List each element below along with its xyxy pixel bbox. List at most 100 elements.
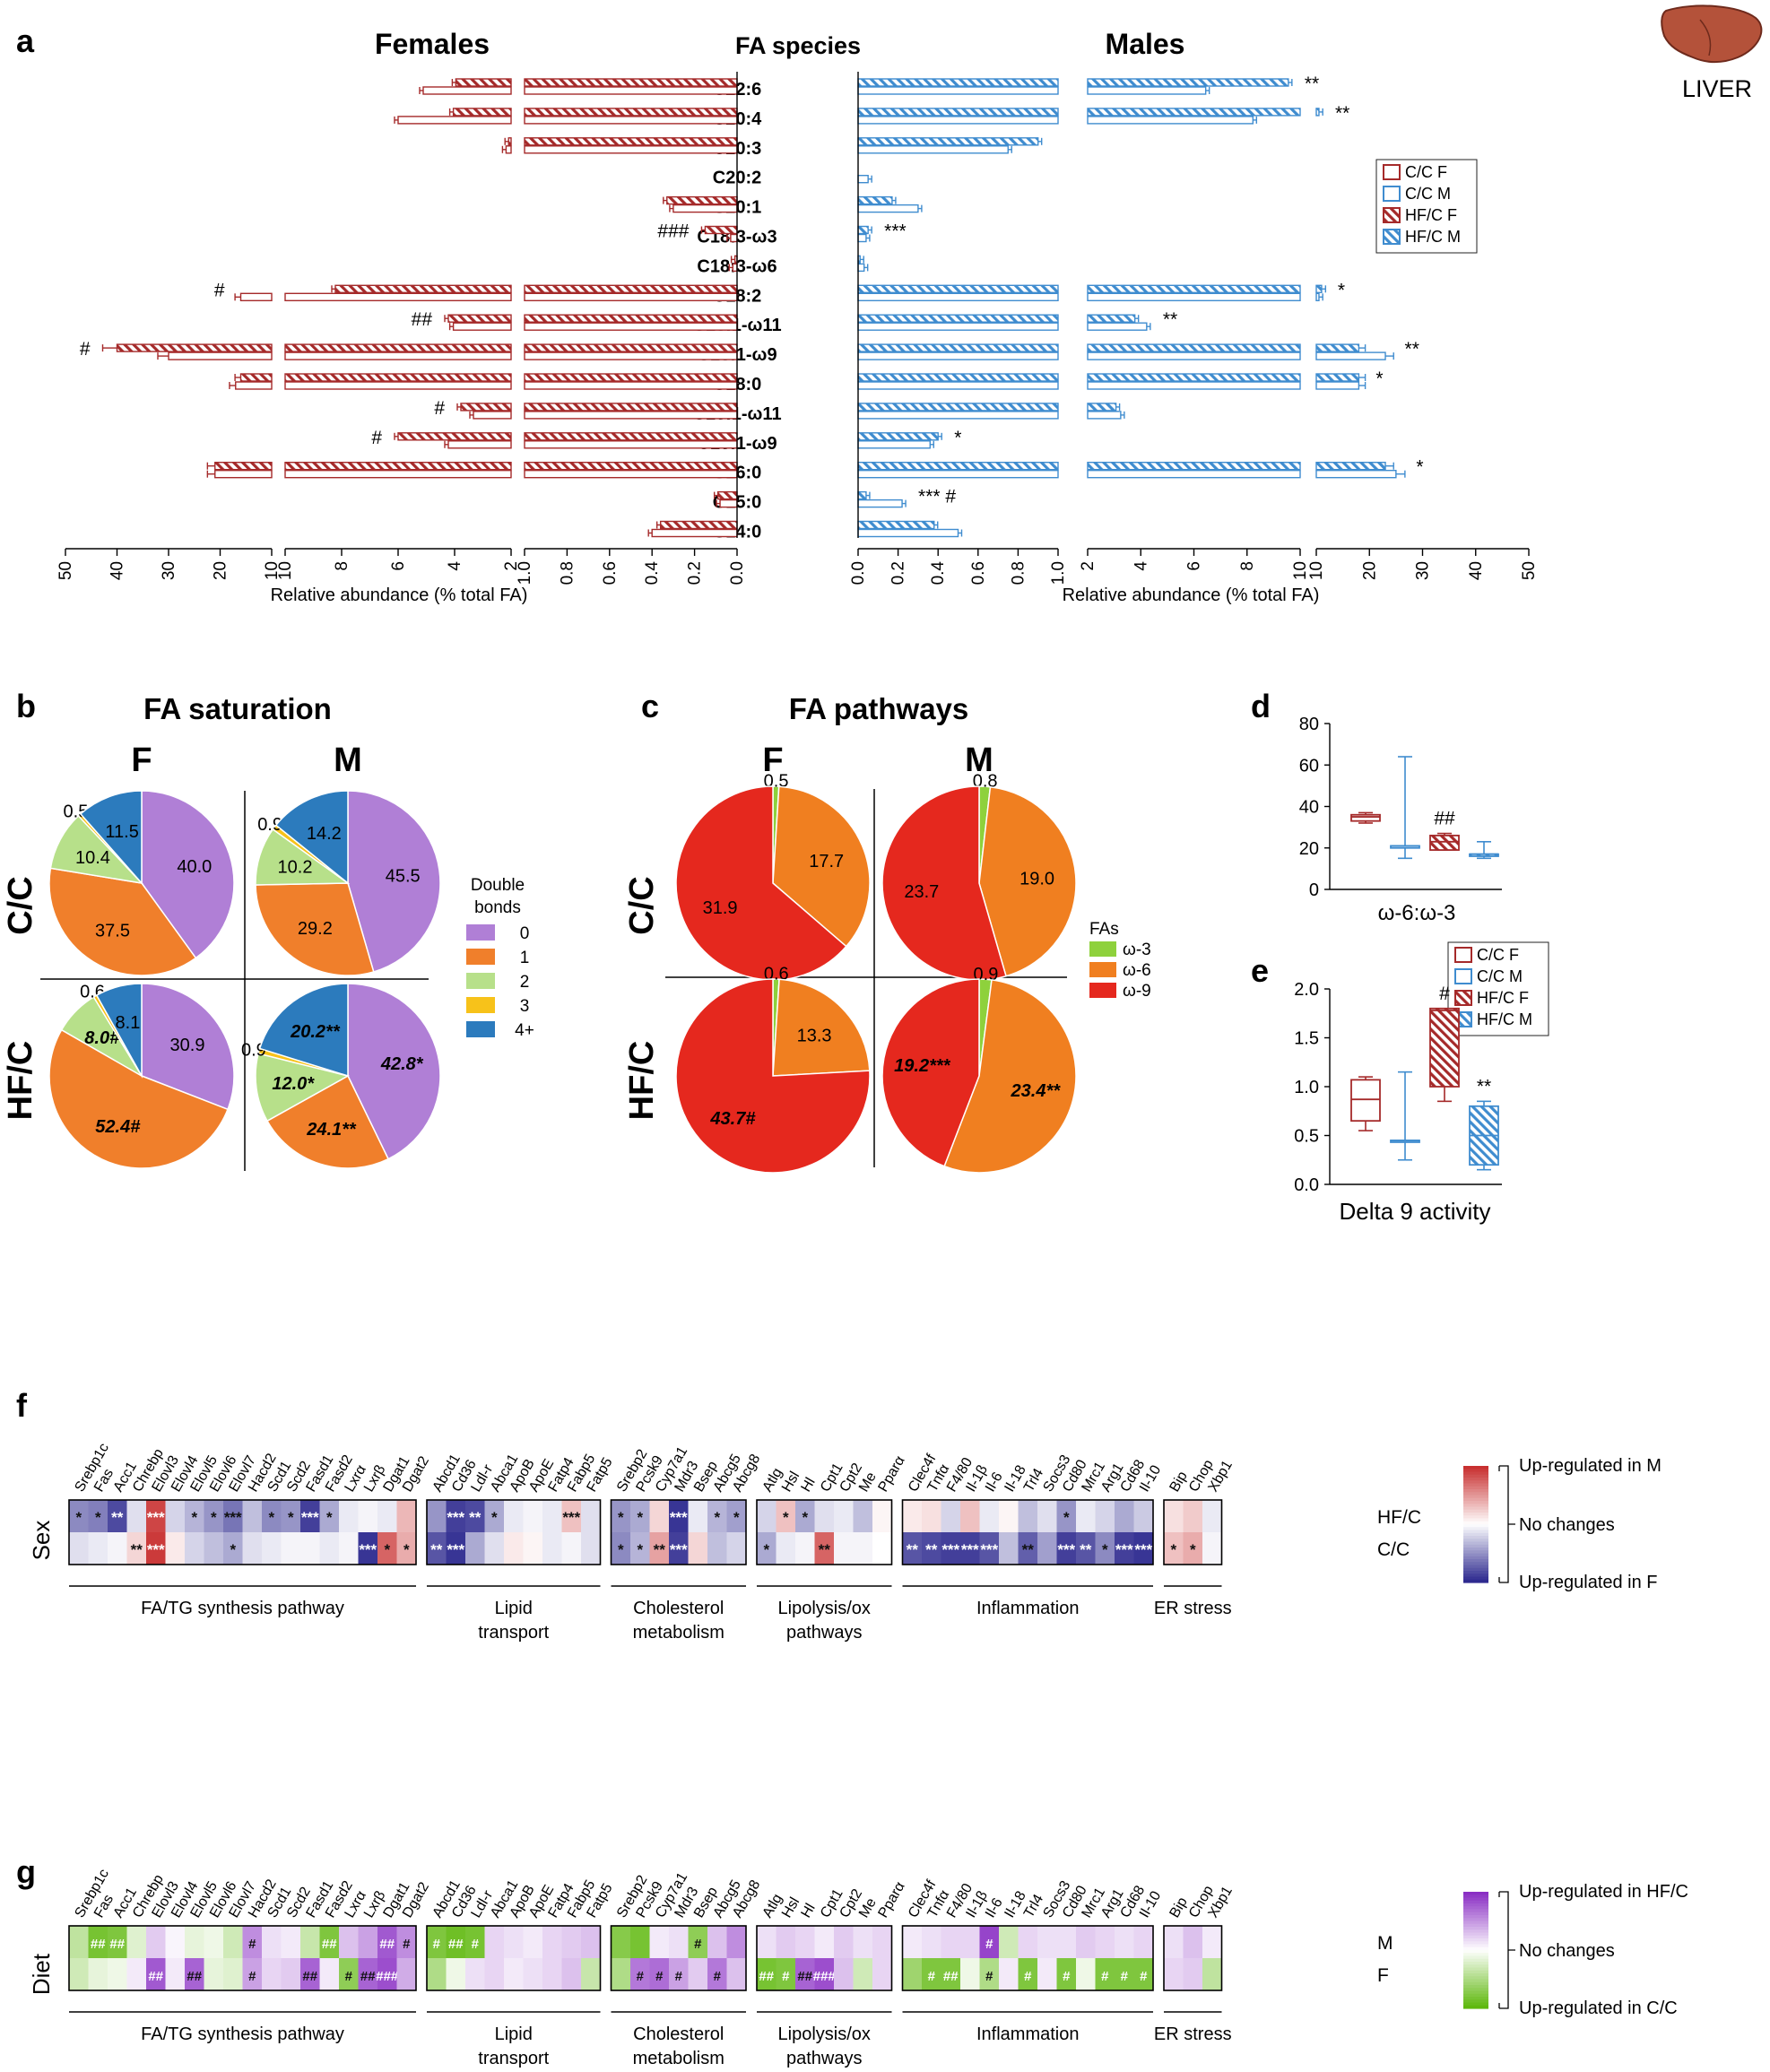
heat-cell bbox=[281, 1500, 300, 1532]
pie-label: 11.5 bbox=[105, 822, 138, 842]
heat-cell bbox=[339, 1500, 359, 1532]
heat-cell bbox=[542, 1958, 562, 1990]
fa-bar bbox=[730, 233, 738, 243]
significance-mark: ## bbox=[412, 309, 433, 330]
heat-group-frame bbox=[756, 1499, 893, 1565]
heat-cell bbox=[1037, 1926, 1057, 1958]
heat-cell bbox=[108, 1958, 127, 1990]
heat-cell bbox=[339, 1926, 359, 1958]
legend-gradient bbox=[1463, 1999, 1488, 2004]
heat-cell bbox=[300, 1532, 320, 1565]
fa-bar bbox=[214, 470, 273, 479]
heat-mark: ## bbox=[360, 1969, 376, 1984]
legend-gradient bbox=[1463, 1541, 1488, 1546]
fa-bar bbox=[524, 78, 738, 87]
gene-label: Bip bbox=[1167, 1469, 1190, 1495]
heat-cell bbox=[1164, 1500, 1184, 1532]
pie-label: 37.5 bbox=[95, 922, 130, 941]
heat-group-frame bbox=[426, 1499, 602, 1565]
panel-letter-d: d bbox=[1251, 688, 1271, 724]
fa-bar bbox=[284, 381, 512, 390]
legend-label: 4+ bbox=[515, 1021, 534, 1040]
group-label: Lipolysis/ox bbox=[778, 1599, 871, 1618]
fa-bar bbox=[524, 381, 738, 390]
fa-bar bbox=[524, 322, 738, 331]
tick-label: 30 bbox=[1414, 561, 1433, 580]
fa-bar bbox=[1087, 86, 1207, 95]
heat-mark: ** bbox=[131, 1541, 143, 1558]
fa-bar bbox=[505, 145, 512, 154]
fa-bar bbox=[857, 86, 1059, 95]
legend-gradient bbox=[1463, 1471, 1488, 1476]
heat-mark: ## bbox=[448, 1937, 464, 1952]
heat-cell bbox=[358, 1958, 377, 1990]
heat-cell bbox=[1095, 1532, 1115, 1565]
heat-mark: * bbox=[618, 1509, 624, 1526]
heat-cell bbox=[242, 1958, 262, 1990]
row-label: HF/C bbox=[1377, 1507, 1421, 1528]
tick-label: 1.0 bbox=[1049, 561, 1068, 585]
heat-cell bbox=[941, 1958, 960, 1990]
panel-c-title: FA pathways bbox=[789, 692, 969, 725]
fa-bar bbox=[284, 462, 512, 471]
heat-mark: * bbox=[211, 1509, 217, 1526]
heat-mark: *** bbox=[941, 1541, 959, 1558]
heat-cell bbox=[581, 1958, 601, 1990]
heat-mark: * bbox=[95, 1509, 101, 1526]
heat-mark: * bbox=[191, 1509, 197, 1526]
heat-mark: * bbox=[1102, 1541, 1108, 1558]
heat-cell bbox=[979, 1926, 999, 1958]
fa-bar bbox=[857, 403, 1059, 412]
pie-label: 20.2** bbox=[290, 1022, 341, 1042]
heat-mark: # bbox=[782, 1969, 790, 1984]
pie-label: 31.9 bbox=[703, 898, 738, 918]
heat-cell bbox=[999, 1926, 1019, 1958]
heat-group-frame bbox=[68, 1499, 417, 1565]
pie-label: 45.5 bbox=[386, 866, 421, 886]
significance-mark: ### bbox=[657, 221, 689, 242]
heat-cell bbox=[561, 1958, 581, 1990]
legend-swatch bbox=[466, 973, 495, 989]
pie-slice bbox=[141, 983, 235, 1111]
fa-bar bbox=[857, 440, 931, 449]
heat-cell bbox=[960, 1926, 980, 1958]
heat-cell bbox=[872, 1958, 892, 1990]
panel-a-xlabel-right: Relative abundance (% total FA) bbox=[1063, 585, 1320, 605]
significance-mark: # bbox=[371, 428, 382, 448]
legend-gradient bbox=[1463, 1906, 1488, 1911]
heat-cell bbox=[146, 1958, 166, 1990]
heat-cell bbox=[726, 1500, 746, 1532]
legend-gradient bbox=[1463, 2005, 1488, 2009]
heat-cell bbox=[669, 1532, 689, 1565]
heat-cell bbox=[504, 1958, 524, 1990]
fa-bar bbox=[857, 462, 1059, 471]
heat-mark: * bbox=[1170, 1541, 1176, 1558]
fa-bar bbox=[857, 432, 939, 441]
legend-gradient bbox=[1463, 1571, 1488, 1574]
heat-cell bbox=[377, 1532, 397, 1565]
heat-cell bbox=[465, 1500, 485, 1532]
tick-label: 0.2 bbox=[889, 561, 908, 585]
heat-cell bbox=[834, 1532, 854, 1565]
fa-bar bbox=[460, 403, 512, 412]
legend-gradient bbox=[1463, 1550, 1488, 1555]
heat-cell bbox=[88, 1532, 108, 1565]
heat-cell bbox=[1056, 1500, 1076, 1532]
significance-mark: # bbox=[434, 398, 445, 419]
legend-label: Up-regulated in HF/C bbox=[1519, 1882, 1688, 1902]
heat-cell bbox=[872, 1926, 892, 1958]
heat-cell bbox=[542, 1532, 562, 1565]
pie-label: 0.9 bbox=[241, 1041, 266, 1061]
heat-mark: ## bbox=[943, 1969, 959, 1984]
heat-cell bbox=[446, 1500, 465, 1532]
heat-mark: *** bbox=[147, 1541, 165, 1558]
legend-gradient bbox=[1463, 1469, 1488, 1473]
heat-cell bbox=[1164, 1926, 1184, 1958]
heat-cell bbox=[611, 1500, 630, 1532]
panel-b-legend-title-1: Double bbox=[471, 876, 525, 895]
fa-bar bbox=[857, 284, 1059, 293]
heat-cell bbox=[204, 1926, 223, 1958]
pie-label: 23.7 bbox=[904, 882, 939, 902]
heat-cell bbox=[726, 1926, 746, 1958]
heat-cell bbox=[776, 1500, 795, 1532]
